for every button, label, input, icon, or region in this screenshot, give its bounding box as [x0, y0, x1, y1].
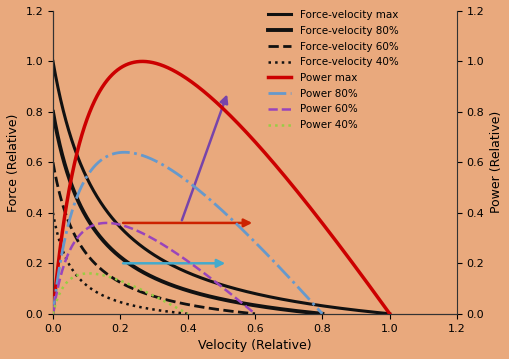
X-axis label: Velocity (Relative): Velocity (Relative) — [198, 339, 311, 352]
Y-axis label: Power (Relative): Power (Relative) — [489, 111, 502, 214]
Legend: Force-velocity max, Force-velocity 80%, Force-velocity 60%, Force-velocity 40%, : Force-velocity max, Force-velocity 80%, … — [268, 10, 398, 130]
Y-axis label: Force (Relative): Force (Relative) — [7, 113, 20, 211]
